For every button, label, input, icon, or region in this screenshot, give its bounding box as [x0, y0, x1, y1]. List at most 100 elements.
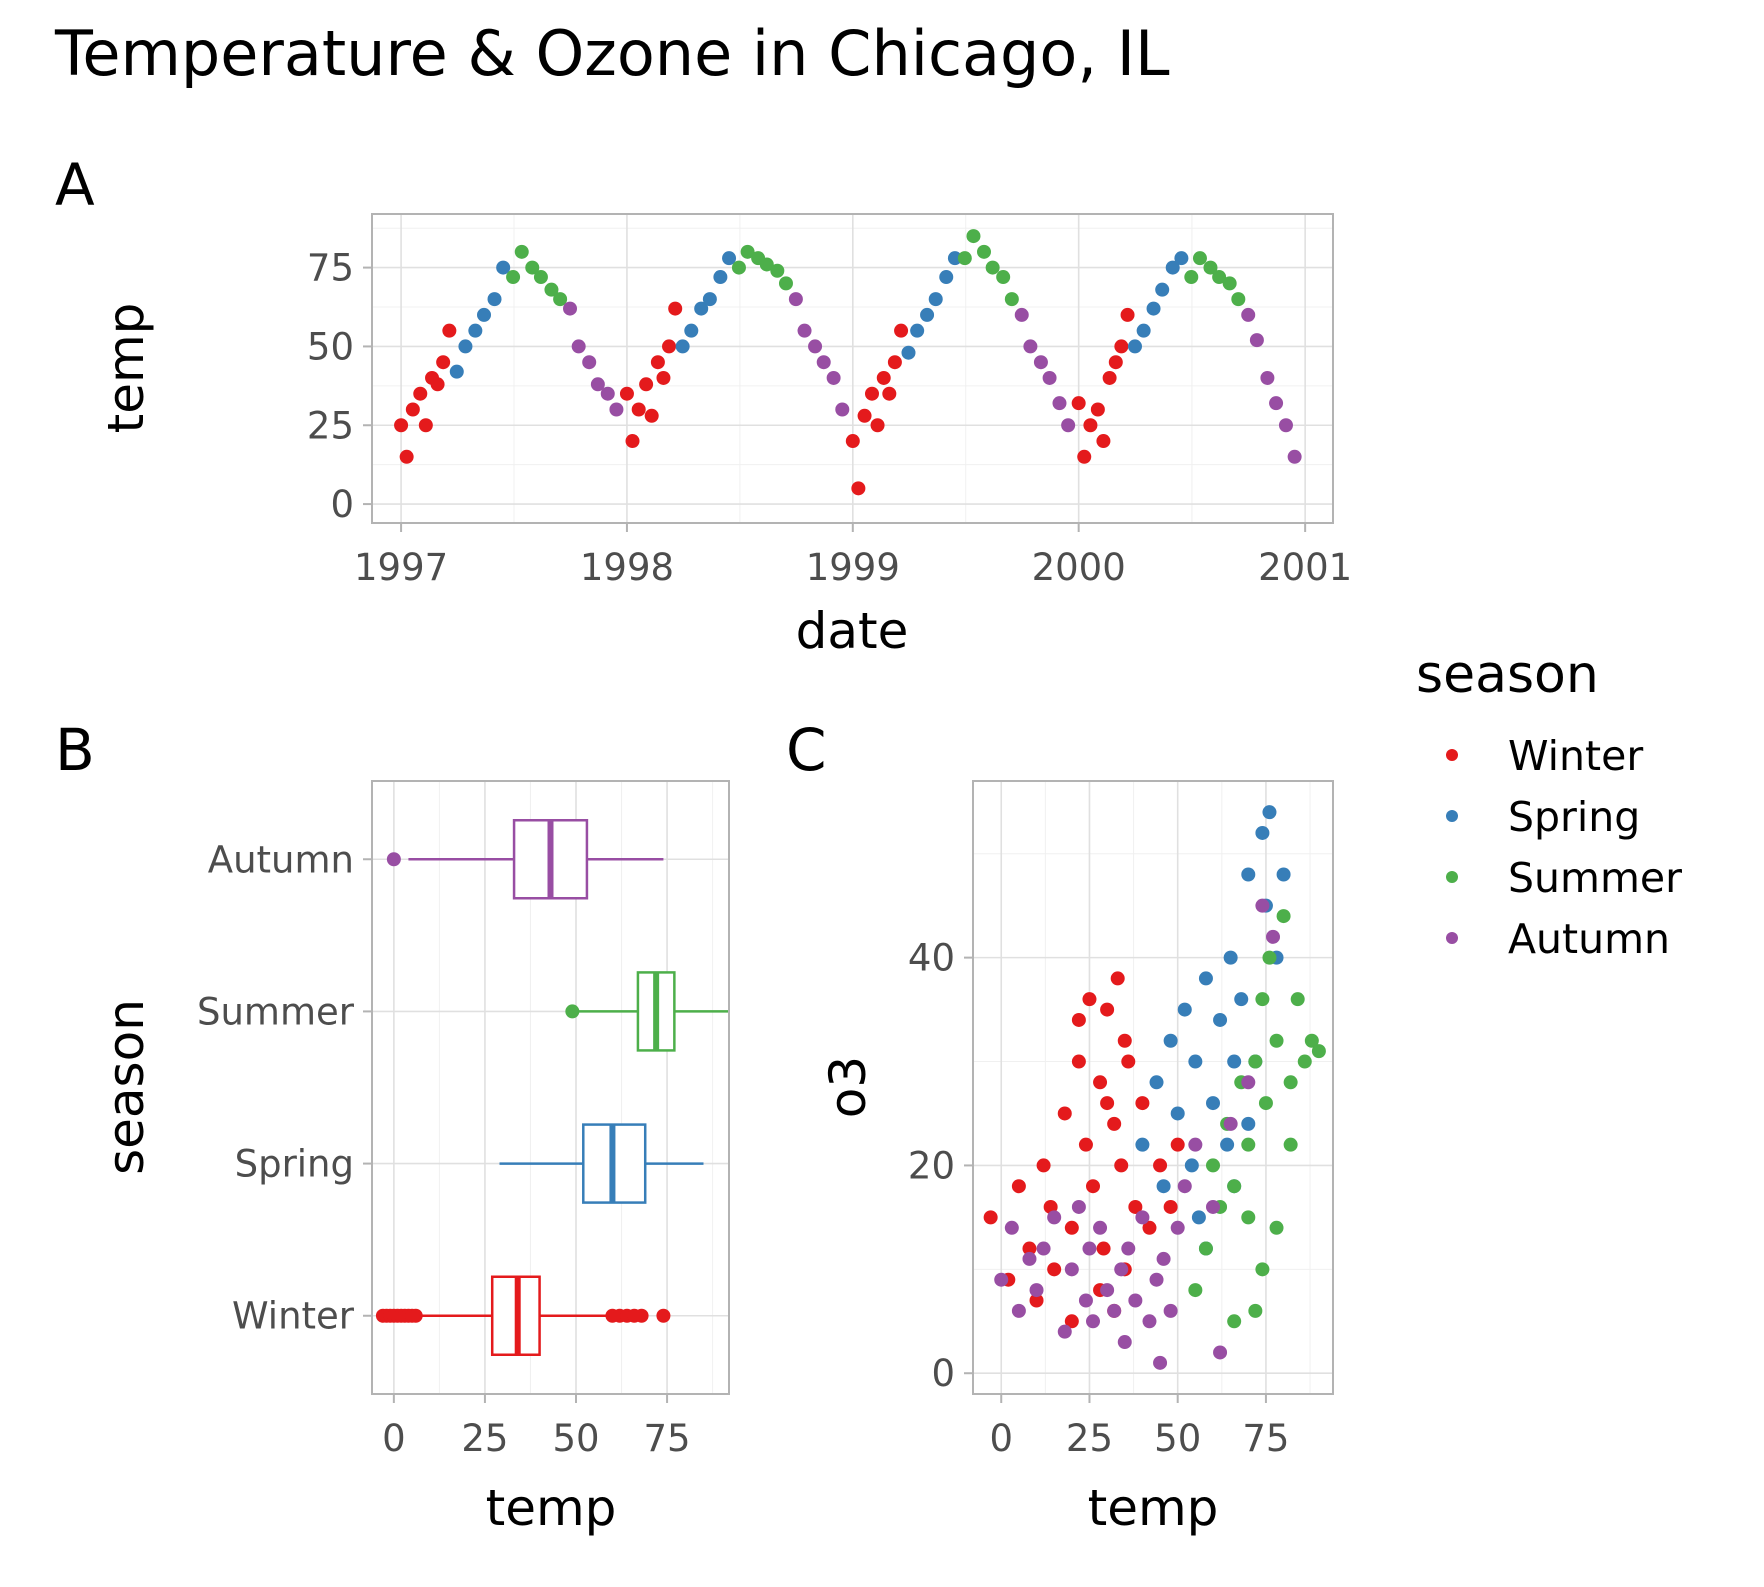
panel-c-point-summer [1255, 992, 1270, 1007]
panel-a-point-winter [1083, 418, 1098, 433]
panel-a-point-winter [864, 386, 879, 401]
panel-b-tick-label-y: Spring [235, 1143, 354, 1186]
panel-a-point-autumn [835, 402, 850, 417]
panel-a-point-summer [957, 251, 972, 266]
panel-b-outlier-winter [634, 1308, 649, 1323]
panel-a-point-winter [1114, 339, 1129, 354]
panel-c-point-spring [1177, 1002, 1192, 1017]
panel-a-point-winter [1090, 402, 1105, 417]
panel-a-point-winter [851, 481, 866, 496]
panel-c-point-spring [1191, 1210, 1206, 1225]
panel-c-point-autumn [1206, 1199, 1220, 1214]
panel-a-point-winter [1120, 307, 1135, 322]
panel-c-point-autumn [1255, 898, 1270, 913]
panel-c-point-winter [1121, 1054, 1136, 1069]
panel-a-point-summer [1004, 292, 1019, 307]
panel-c-point-summer [1255, 1262, 1270, 1277]
panel-c-point-summer [1297, 1054, 1312, 1069]
panel-b-boxes [375, 819, 729, 1356]
panel-c-xlabel: temp [1088, 1479, 1219, 1537]
panel-c-tick-label-y: 20 [908, 1144, 955, 1187]
panel-c-point-autumn [1163, 1303, 1178, 1318]
panel-c-point-winter [1110, 971, 1125, 986]
panel-c-point-autumn [1082, 1241, 1097, 1256]
panel-c-ylabel: o3 [819, 1056, 877, 1118]
panel-c-point-spring [1149, 1075, 1164, 1090]
panel-a: A 1997 1998 1999 2000 2001 0 25 50 75 date temp [55, 151, 1352, 660]
panel-a-point-summer [966, 229, 981, 244]
panel-c-point-autumn [1266, 929, 1280, 944]
panel-a-point-winter [857, 408, 872, 423]
panel-a-point-winter [436, 355, 451, 370]
panel-a-point-spring [713, 270, 728, 285]
panel-c-point-spring [1156, 1179, 1171, 1194]
panel-c-point-spring [1241, 867, 1256, 882]
panel-a-point-spring [1165, 260, 1180, 275]
panel-c-point-autumn [1100, 1283, 1115, 1298]
panel-c-point-autumn [1047, 1210, 1062, 1225]
panel-a-point-autumn [808, 339, 823, 354]
panel-a-point-spring [1146, 301, 1161, 316]
panel-c-point-winter [1163, 1199, 1178, 1214]
panel-c-ticks: 0 25 50 75 0 20 40 [908, 937, 1290, 1460]
panel-a-point-winter [413, 386, 428, 401]
panel-c-point-summer [1283, 1137, 1298, 1152]
panel-a-point-autumn [1278, 418, 1293, 433]
panel-a-point-winter [394, 418, 409, 433]
panel-c-point-winter [1047, 1262, 1062, 1277]
panel-a-point-summer [553, 292, 568, 307]
panel-a-point-autumn [816, 355, 831, 370]
panel-c-point-autumn [1135, 1210, 1150, 1225]
panel-a-point-summer [1231, 292, 1246, 307]
panel-a-point-winter [625, 434, 640, 449]
panel-c-point-winter [1071, 1012, 1086, 1027]
panel-c-point-spring [1262, 805, 1277, 820]
panel-a-point-spring [458, 339, 473, 354]
panel-c-point-summer [1311, 1044, 1326, 1059]
panel-a-point-winter [405, 402, 420, 417]
panel-a-point-winter [887, 355, 902, 370]
panel-a-point-summer [778, 276, 793, 291]
panel-c-point-autumn [1057, 1324, 1072, 1339]
panel-c-point-spring [1213, 1012, 1228, 1027]
panel-c-point-autumn [1153, 1355, 1168, 1370]
panel-a-point-winter [644, 408, 659, 423]
panel-a-point-winter [662, 339, 677, 354]
panel-a-tick-label-y: 50 [307, 325, 354, 368]
panel-c-point-spring [1135, 1137, 1150, 1152]
panel-a-points [394, 229, 1302, 496]
panel-c-tick-label-x: 0 [989, 1417, 1013, 1460]
panel-a-point-autumn [788, 292, 803, 307]
panel-c-point-winter [1128, 1199, 1143, 1214]
panel-c-tick-label-x: 25 [1066, 1417, 1113, 1460]
figure-title: Temperature & Ozone in Chicago, IL [54, 17, 1170, 90]
panel-a-point-spring [496, 260, 511, 275]
legend-label-winter: Winter [1508, 732, 1643, 780]
panel-c-point-spring [1188, 1054, 1203, 1069]
panel-c-point-autumn [1011, 1303, 1026, 1318]
panel-c-point-winter [1153, 1158, 1168, 1173]
legend-key-spring [1446, 810, 1458, 822]
panel-a-point-winter [668, 301, 683, 316]
panel-a-xlabel: date [796, 602, 909, 660]
panel-a-point-spring [487, 292, 502, 307]
panel-c-point-spring [1206, 1096, 1220, 1111]
panel-a-point-autumn [1269, 396, 1284, 411]
legend-label-spring: Spring [1508, 793, 1640, 841]
panel-a-point-summer [1184, 270, 1199, 285]
panel-c-point-spring [1241, 1116, 1256, 1131]
legend-title: season [1416, 645, 1599, 705]
panel-c-point-summer [1241, 1137, 1256, 1152]
panel-b-ylabel: season [97, 999, 155, 1175]
panel-a-point-summer [759, 257, 774, 272]
panel-c-point-winter [1082, 992, 1097, 1007]
panel-a-point-spring [1127, 339, 1142, 354]
legend-label-autumn: Autumn [1508, 915, 1670, 963]
panel-a-point-summer [506, 270, 521, 285]
panel-b-border [371, 780, 730, 1395]
panel-a-point-summer [985, 260, 1000, 275]
panel-c-point-summer [1269, 1033, 1284, 1048]
panel-c-point-autumn [1128, 1293, 1143, 1308]
panel-a-point-winter [418, 418, 433, 433]
legend-label-summer: Summer [1508, 854, 1682, 902]
